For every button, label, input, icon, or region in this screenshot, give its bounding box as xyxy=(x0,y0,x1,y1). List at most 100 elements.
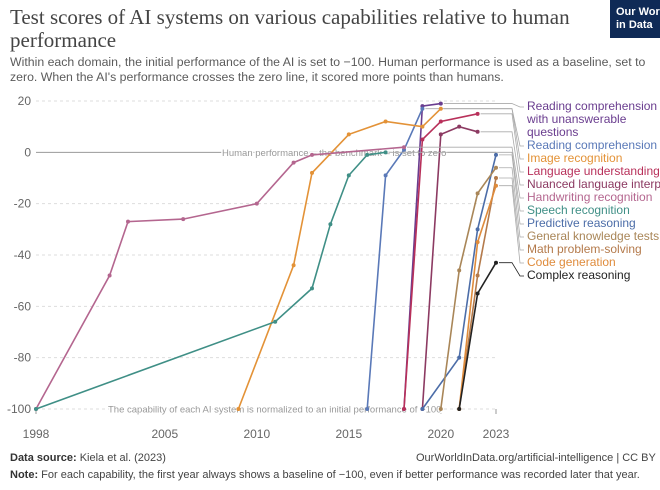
point xyxy=(475,240,480,245)
legend-label: Nuanced language interpretation xyxy=(527,178,660,191)
leader-line xyxy=(499,154,524,225)
point xyxy=(402,145,406,150)
point xyxy=(383,150,388,155)
point xyxy=(494,260,498,265)
point xyxy=(475,191,480,196)
legend-label: Reading comprehension with unanswerable … xyxy=(527,100,658,139)
point xyxy=(181,217,186,222)
point xyxy=(310,286,314,291)
point xyxy=(475,129,480,134)
x-tick-label: 2023 xyxy=(483,427,510,441)
url: OurWorldInData.org/artificial-intelligen… xyxy=(416,452,656,464)
point xyxy=(402,407,406,411)
point xyxy=(457,407,462,411)
point xyxy=(475,227,480,232)
x-tick-label: 2015 xyxy=(335,427,362,441)
series-line xyxy=(421,154,497,410)
leader-line xyxy=(388,151,524,212)
logo: Our World in Data xyxy=(610,0,660,38)
leader-line xyxy=(407,146,524,199)
point xyxy=(236,407,241,411)
point xyxy=(457,268,462,273)
point xyxy=(310,170,314,175)
point xyxy=(494,152,498,157)
point xyxy=(420,124,425,129)
leader-line xyxy=(499,177,524,251)
point xyxy=(383,119,388,124)
x-tick-label: 1998 xyxy=(23,427,50,441)
x-tick-label: 2010 xyxy=(243,427,270,441)
source-text: Kiela et al. (2023) xyxy=(79,452,166,464)
point xyxy=(475,273,480,278)
legend-label: Language understanding xyxy=(527,165,660,178)
point xyxy=(346,173,351,178)
y-tick-label: 20 xyxy=(18,94,32,108)
legend-label: Speech recognition xyxy=(527,204,630,217)
legend-label: Math problem-solving xyxy=(527,243,642,256)
y-tick-label: -100 xyxy=(7,402,31,416)
series-line xyxy=(403,113,478,410)
series-line xyxy=(35,146,405,410)
point xyxy=(310,152,314,157)
point xyxy=(475,111,480,116)
legend-label: General knowledge tests xyxy=(527,230,660,243)
leader-line xyxy=(480,131,524,186)
x-tick-label: 2005 xyxy=(151,427,178,441)
point xyxy=(457,355,462,360)
leader-line xyxy=(499,262,524,277)
leader-line xyxy=(443,108,524,160)
point xyxy=(328,222,333,227)
chart-title: Test scores of AI systems on various cap… xyxy=(10,5,570,52)
point xyxy=(273,319,278,324)
point xyxy=(254,201,259,206)
y-tick-label: -20 xyxy=(14,197,32,211)
point xyxy=(494,176,498,180)
point xyxy=(365,152,370,157)
note-label: Note: xyxy=(10,469,39,481)
point xyxy=(291,263,296,268)
note-text: For each capability, the first year alwa… xyxy=(41,469,640,481)
point xyxy=(438,132,443,137)
point xyxy=(107,273,112,278)
point xyxy=(438,119,443,124)
note: Note: For each capability, the first yea… xyxy=(10,469,640,481)
point xyxy=(438,407,443,411)
legend: Reading comprehension with unanswerable … xyxy=(527,100,660,282)
chart-subtitle: Within each domain, the initial performa… xyxy=(10,55,646,84)
leader-line xyxy=(480,113,524,173)
source-label: Data source: xyxy=(10,452,77,464)
legend-label: Image recognition xyxy=(527,152,623,165)
legend-label: Reading comprehension xyxy=(527,139,658,152)
point xyxy=(346,132,351,137)
point xyxy=(291,160,296,165)
legend-label: Complex reasoning xyxy=(527,269,631,282)
point xyxy=(420,106,425,111)
leader-line xyxy=(499,185,524,264)
leader-line xyxy=(443,103,524,108)
point xyxy=(494,165,498,170)
x-tick-label: 2020 xyxy=(427,427,454,441)
legend-label: Code generation xyxy=(527,256,616,269)
point xyxy=(126,219,130,224)
y-tick-label: -40 xyxy=(14,248,32,262)
point xyxy=(420,407,425,411)
annotation: The capability of each AI system is norm… xyxy=(108,405,441,416)
point xyxy=(420,137,425,142)
point xyxy=(457,124,462,129)
legend-label: Predictive reasoning xyxy=(527,217,636,230)
source: Data source: Kiela et al. (2023) xyxy=(10,452,166,464)
point xyxy=(494,183,498,188)
series-line xyxy=(366,108,424,410)
point xyxy=(438,106,443,111)
series-line xyxy=(458,262,497,410)
point xyxy=(383,173,388,178)
series-line xyxy=(35,151,386,410)
series-line xyxy=(440,167,497,410)
series-line xyxy=(421,125,478,410)
y-tick-label: -60 xyxy=(14,299,32,313)
point xyxy=(34,407,38,411)
y-tick-label: 0 xyxy=(24,145,31,159)
point xyxy=(475,291,480,296)
